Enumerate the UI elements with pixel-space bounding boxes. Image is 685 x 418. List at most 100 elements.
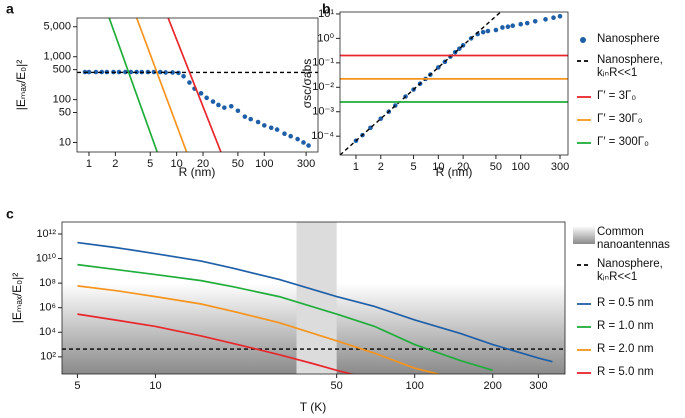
plot-area <box>62 222 565 374</box>
data-point <box>181 73 186 79</box>
data-point <box>485 28 491 34</box>
x-tick-label: 300 <box>551 161 569 173</box>
data-point <box>248 116 254 122</box>
data-point <box>493 27 499 33</box>
data-point <box>228 103 234 109</box>
x-tick-label: 5 <box>410 161 416 173</box>
y-tick-label: 10⁻¹ <box>312 57 334 69</box>
legend-label: Nanosphere <box>597 33 660 45</box>
data-point <box>210 99 216 104</box>
line <box>108 18 158 152</box>
y-tick-label: 50 <box>59 106 71 118</box>
legend-label: Γ′ = 300Γ₀ <box>597 136 649 148</box>
data-point <box>500 25 505 30</box>
x-tick-label: 20 <box>197 158 209 170</box>
y-axis-label: σsc/σabs <box>300 59 314 109</box>
x-tick-label: 50 <box>490 161 502 173</box>
data-point <box>510 23 516 29</box>
data-point <box>274 127 280 132</box>
data-point <box>157 69 163 75</box>
x-tick-label: 10 <box>149 380 161 392</box>
data-point <box>93 69 99 75</box>
y-tick-label: 10⁻² <box>312 81 334 93</box>
y-tick-label: 10² <box>40 351 56 363</box>
legend-label: Nanosphere, kᵢₙR<<1 <box>597 258 663 283</box>
line <box>135 18 188 152</box>
x-tick-label: 300 <box>297 158 315 170</box>
y-tick-label: 10¹² <box>36 228 56 240</box>
data-point <box>505 24 511 30</box>
line <box>77 241 553 363</box>
plot-area <box>77 18 318 152</box>
y-tick-label: 10¹ <box>318 8 334 20</box>
axes-frame <box>61 221 566 375</box>
data-point <box>170 70 175 75</box>
data-point <box>524 20 530 26</box>
line <box>77 285 442 374</box>
legend-label: R = 1.0 nm <box>597 320 654 332</box>
data-point <box>551 15 556 21</box>
x-tick-label: 100 <box>512 161 530 173</box>
y-tick-label: 10⁴ <box>39 326 56 338</box>
data-point <box>261 123 267 128</box>
x-tick-label: 20 <box>457 161 469 173</box>
data-point <box>116 69 122 75</box>
data-point <box>288 133 293 139</box>
x-tick-label: 300 <box>529 380 547 392</box>
x-tick-label: 10 <box>171 158 183 170</box>
data-point <box>222 105 227 110</box>
y-tick-label: 10⁰ <box>317 32 334 44</box>
data-point <box>557 14 563 19</box>
y-tick-label: 10⁻⁴ <box>311 130 334 142</box>
data-point <box>235 108 241 114</box>
data-point <box>198 91 204 96</box>
x-tick-label: 5 <box>74 380 80 392</box>
legend-label: R = 0.5 nm <box>597 297 654 309</box>
y-tick-label: 10 <box>59 136 71 148</box>
axes-frame <box>339 11 569 156</box>
data-point <box>123 69 128 75</box>
data-point <box>242 114 248 119</box>
x-tick-label: 1 <box>86 158 92 170</box>
x-tick-label: 1 <box>353 161 359 173</box>
line <box>77 263 493 372</box>
legend-swatch <box>573 226 595 244</box>
x-tick-label: 50 <box>331 380 343 392</box>
data-point <box>255 119 261 125</box>
y-tick-label: 10¹⁰ <box>36 252 57 264</box>
x-tick-label: 50 <box>232 158 244 170</box>
legend-label: R = 5.0 nm <box>597 366 654 378</box>
panel-label: b <box>322 1 331 17</box>
data-point <box>480 29 486 35</box>
legend-label: R = 2.0 nm <box>597 343 654 355</box>
data-point <box>532 18 538 24</box>
data-point <box>216 102 221 108</box>
dashed-line <box>340 12 502 155</box>
y-tick-label: 10⁸ <box>39 277 56 289</box>
data-point <box>306 143 311 148</box>
line <box>167 18 222 152</box>
x-tick-label: 10 <box>432 161 444 173</box>
data-point <box>543 17 548 22</box>
data-point <box>204 95 209 101</box>
x-axis-label: R (nm) <box>436 165 473 179</box>
panel-label: a <box>6 1 14 17</box>
data-point <box>518 21 524 27</box>
x-tick-label: 200 <box>484 380 502 392</box>
y-axis-label: |Eₘₐₓ/E₀|² <box>10 273 24 323</box>
y-tick-label: 10⁶ <box>39 302 56 314</box>
data-point <box>187 80 192 85</box>
data-point <box>268 125 274 131</box>
legend-label: Γ′ = 3Γ₀ <box>597 90 637 102</box>
axes-frame <box>76 17 319 153</box>
data-point <box>86 69 92 75</box>
legend-swatch <box>580 37 586 43</box>
x-tick-label: 2 <box>112 158 118 170</box>
plot-area <box>340 12 568 155</box>
data-point <box>163 70 168 75</box>
x-tick-label: 5 <box>147 158 153 170</box>
legend-label: Common nanoantennas <box>597 226 670 251</box>
data-point <box>151 69 157 75</box>
x-axis-label: T (K) <box>300 400 326 414</box>
